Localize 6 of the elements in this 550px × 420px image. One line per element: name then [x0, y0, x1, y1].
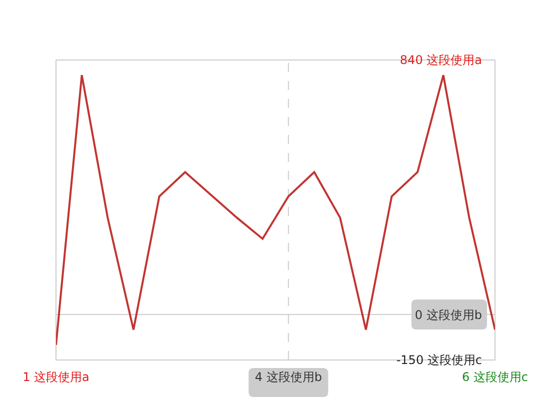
x-tick-label: 6 这段使用c: [462, 370, 528, 384]
y-tick-label: 0 这段使用b: [414, 308, 482, 322]
x-tick-label: 1 这段使用a: [22, 370, 90, 384]
x-tick-label: 4 这段使用b: [254, 370, 322, 384]
y-tick-label: 840 这段使用a: [400, 53, 482, 68]
y-tick-label: -150 这段使用c: [396, 353, 482, 368]
